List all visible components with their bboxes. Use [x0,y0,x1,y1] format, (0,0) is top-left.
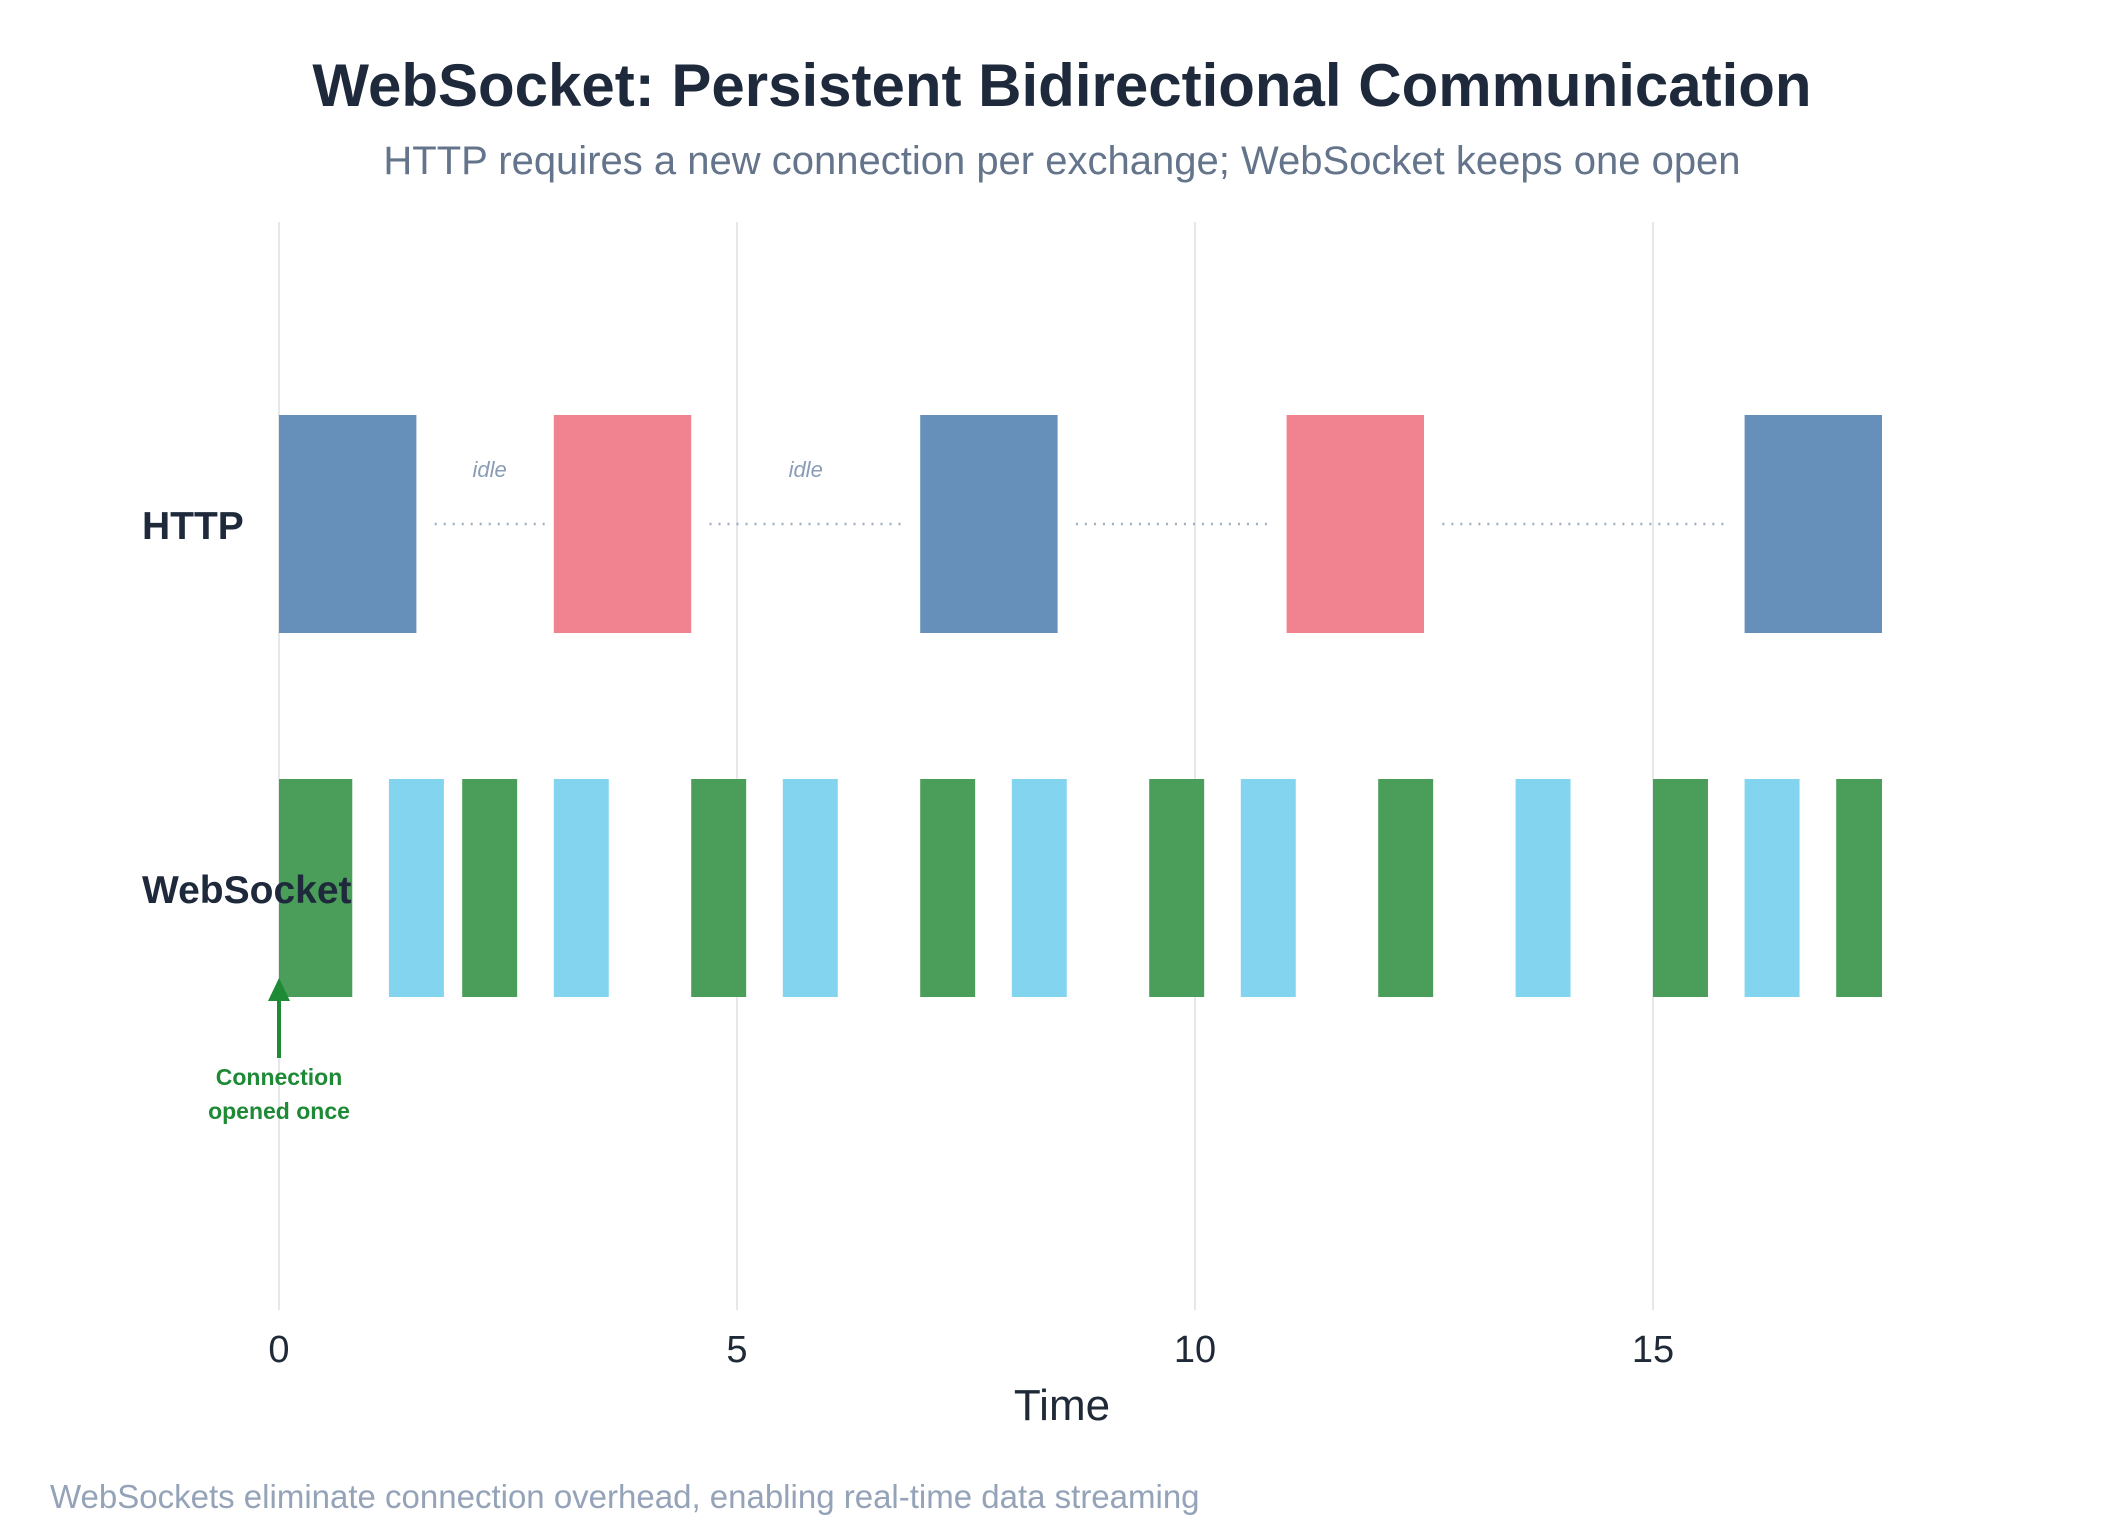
http-response-bar-4 [1286,415,1424,633]
x-tick-label-5: 5 [726,1329,747,1371]
websocket-send-bar-5 [691,779,747,997]
websocket-send-bar-7 [920,779,976,997]
websocket-receive-bar-6 [782,779,838,997]
websocket-send-bar-15 [1836,779,1882,997]
websocket-send-bar-13 [1653,779,1708,997]
tick-layer: 0 5 10 15 [268,1329,1674,1371]
x-tick-label-10: 10 [1174,1329,1216,1371]
grid-layer [278,222,1654,1310]
row-label-layer: HTTP WebSocket [142,505,352,912]
websocket-send-bar-11 [1378,779,1434,997]
websocket-send-bar-1 [279,779,353,997]
x-tick-label-0: 0 [268,1329,289,1371]
connection-annotation: Connection opened once [208,978,350,1124]
bar-layer [279,415,1882,997]
websocket-send-bar-9 [1149,779,1205,997]
http-idle-label-1: idle [473,457,507,482]
websocket-receive-bar-2 [388,779,444,997]
http-request-bar-5 [1744,415,1882,633]
websocket-receive-bar-10 [1240,779,1296,997]
websocket-send-bar-3 [462,779,518,997]
x-axis-label: Time [1014,1381,1110,1430]
annotation-line-2: opened once [208,1098,350,1124]
websocket-receive-bar-14 [1744,779,1800,997]
x-tick-label-15: 15 [1632,1329,1674,1371]
row-label-websocket: WebSocket [142,869,352,912]
http-request-bar-3 [920,415,1058,633]
footnote: WebSockets eliminate connection overhead… [50,1478,1200,1515]
idle-gap-layer: idle idle [434,457,1727,526]
websocket-receive-bar-12 [1515,779,1571,997]
websocket-receive-bar-8 [1011,779,1067,997]
row-label-http: HTTP [142,505,244,548]
chart-title: WebSocket: Persistent Bidirectional Comm… [312,52,1811,119]
http-idle-label-2: idle [789,457,823,482]
http-request-bar-1 [279,415,417,633]
annotation-arrow-head [268,978,290,1001]
http-response-bar-2 [553,415,692,633]
chart-subtitle: HTTP requires a new connection per excha… [383,139,1740,183]
annotation-line-1: Connection [216,1064,343,1090]
websocket-receive-bar-4 [553,779,609,997]
